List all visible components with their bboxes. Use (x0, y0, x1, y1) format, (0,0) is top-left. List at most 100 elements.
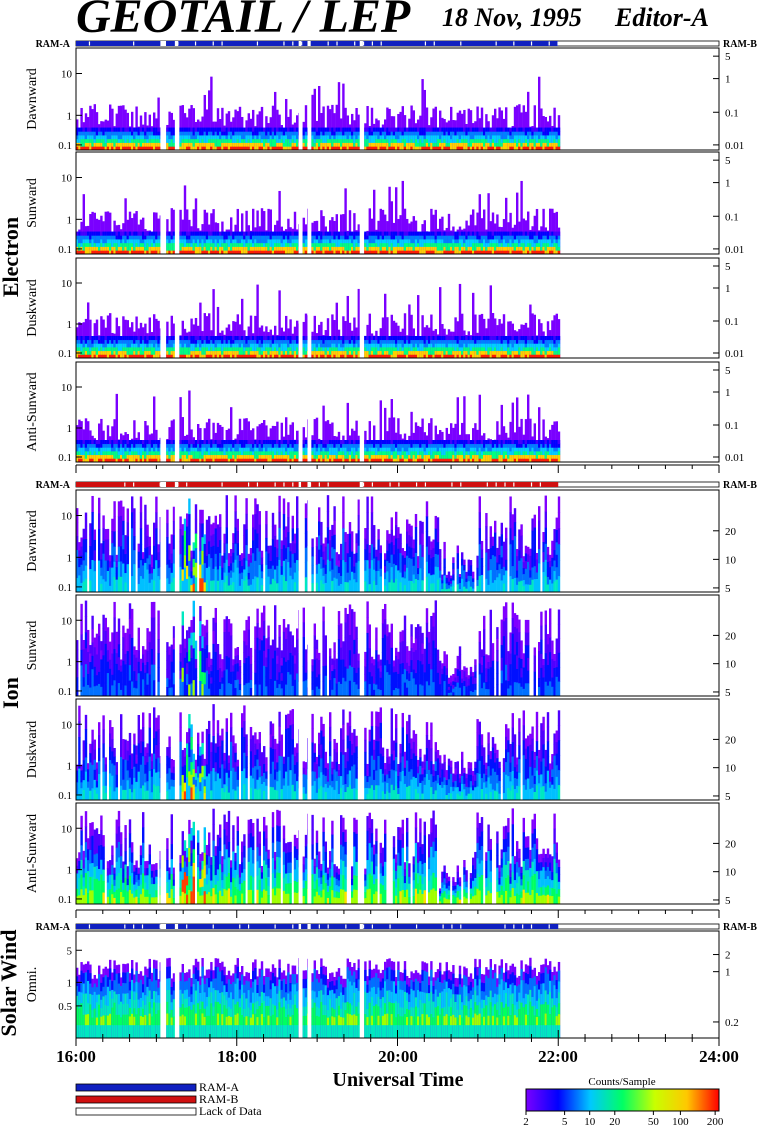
electron-duskward-cell (469, 339, 473, 344)
electron-dawnward-cell (406, 138, 409, 143)
electron-duskward-cell (120, 347, 123, 352)
electron-sunward-cell (353, 231, 356, 236)
electron-sunward-cell (254, 250, 257, 255)
electron-duskward-cell (392, 347, 396, 352)
electron-sunward-cell (551, 250, 554, 255)
electron-dawnward-cell (135, 135, 138, 140)
electron-sunward-cell (485, 246, 488, 251)
electron-anti-sunward-cell (179, 440, 182, 445)
electron-sunward-cell (386, 231, 389, 236)
electron-duskward-cell (458, 343, 462, 348)
electron-duskward-cell (478, 350, 481, 355)
electron-duskward-cell (487, 347, 490, 352)
electron-dawnward-cell (364, 138, 367, 143)
electron-dawnward-cell (533, 142, 536, 147)
electron-sunward-cell (265, 246, 268, 251)
electron-sunward-cell (513, 246, 517, 251)
electron-dawnward-cell (124, 142, 127, 147)
electron-sunward-cell (494, 242, 497, 247)
electron-dawnward-cell (324, 138, 327, 143)
electron-anti-sunward-cell (221, 458, 224, 463)
electron-duskward-cell (122, 354, 125, 359)
electron-duskward-cell (472, 292, 475, 358)
electron-duskward-cell (366, 350, 369, 355)
electron-dawnward-cell (150, 135, 154, 140)
electron-duskward-cell (344, 343, 347, 348)
electron-dawnward-cell (342, 138, 345, 143)
electron-dawnward-cell (285, 135, 288, 140)
electron-sunward-cell (355, 231, 358, 236)
electron-duskward-cell (344, 336, 347, 341)
electron-duskward-cell (355, 339, 358, 344)
electron-duskward-cell (126, 336, 129, 341)
electron-anti-sunward-cell (104, 440, 107, 445)
electron-duskward-cell (502, 350, 506, 355)
electron-sunward-cell (331, 242, 334, 247)
electron-anti-sunward-cell (128, 451, 132, 456)
electron-duskward-cell (491, 313, 495, 358)
electron-duskward-cell (225, 347, 228, 352)
electron-dawnward-cell (355, 131, 358, 136)
electron-sunward-cell (408, 250, 411, 255)
electron-dawnward-cell (126, 138, 129, 143)
electron-sunward-cell (113, 235, 116, 240)
electron-dawnward-cell (133, 131, 136, 136)
electron-dawnward-cell (252, 135, 255, 140)
electron-duskward-cell (445, 343, 448, 348)
electron-sunward-cell (366, 250, 369, 255)
electron-dawnward-cell (87, 131, 90, 136)
electron-sunward-cell (157, 235, 160, 240)
electron-duskward-cell (324, 343, 327, 348)
electron-anti-sunward-cell (172, 454, 176, 459)
electron-duskward-cell (483, 350, 486, 355)
electron-sunward-cell (529, 239, 532, 244)
electron-sunward-cell (401, 235, 404, 240)
electron-anti-sunward-cell (106, 458, 110, 463)
electron-duskward-cell (344, 354, 347, 359)
electron-dawnward-cell (197, 131, 200, 136)
electron-sunward-cell (144, 246, 147, 251)
electron-duskward-cell (553, 347, 556, 352)
electron-dawnward-cell (524, 135, 528, 140)
electron-duskward-cell (137, 347, 140, 352)
electron-dawnward-cell (397, 142, 400, 147)
electron-duskward-cell (120, 354, 123, 359)
electron-sunward-cell (544, 235, 547, 240)
electron-duskward-cell (241, 343, 244, 348)
electron-duskward-cell (505, 350, 508, 355)
electron-dawnward-cell (375, 138, 378, 143)
electron-dawnward-cell (507, 146, 510, 151)
electron-sunward-cell (414, 231, 418, 236)
electron-duskward-cell (203, 343, 206, 348)
electron-dawnward-cell (188, 146, 191, 151)
electron-duskward-cell (432, 350, 435, 355)
electron-sunward-cell (417, 235, 420, 240)
electron-anti-sunward-cell (106, 447, 110, 452)
electron-sunward-cell (87, 246, 90, 251)
electron-duskward-cell (216, 306, 220, 358)
electron-dawnward-cell (265, 142, 268, 147)
electron-duskward-cell (168, 336, 171, 341)
electron-dawnward-cell (243, 138, 246, 143)
electron-duskward-cell (507, 336, 510, 341)
electron-dawnward-cell (188, 131, 191, 136)
electron-duskward-cell (133, 354, 136, 359)
electron-duskward-cell (120, 339, 123, 344)
electron-dawnward-cell (131, 127, 134, 132)
electron-dawnward-cell (76, 131, 79, 136)
electron-duskward-cell (498, 350, 501, 355)
electron-duskward-cell (223, 336, 226, 341)
electron-dawnward-cell (91, 131, 94, 136)
electron-sunward-cell (511, 231, 514, 236)
electron-duskward-cell (124, 339, 127, 344)
electron-sunward-cell (386, 239, 389, 244)
electron-duskward-cell (410, 343, 413, 348)
electron-dawnward-cell (333, 142, 336, 147)
electron-sunward-cell (549, 239, 552, 244)
electron-duskward-cell (276, 343, 279, 348)
electron-sunward-cell (364, 246, 367, 251)
electron-duskward-cell (353, 354, 356, 359)
electron-sunward-cell (87, 242, 90, 247)
electron-anti-sunward-cell (192, 454, 195, 459)
electron-anti-sunward-cell (168, 440, 171, 445)
